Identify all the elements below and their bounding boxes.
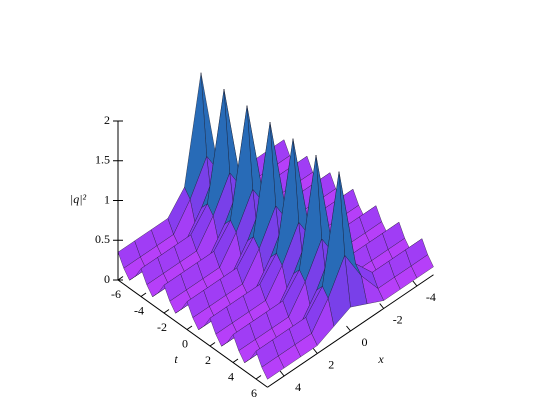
x-tick bbox=[379, 303, 385, 309]
t-axis bbox=[117, 279, 268, 388]
z-axis-label: |q|² bbox=[70, 192, 87, 206]
x-tick bbox=[279, 370, 285, 377]
x-axis-label: x bbox=[377, 352, 384, 366]
t-tick-label: 2 bbox=[205, 353, 211, 367]
t-tick-label: -2 bbox=[157, 320, 167, 334]
x-tick-label: 4 bbox=[295, 380, 301, 394]
x-tick-label: 0 bbox=[362, 335, 368, 349]
t-tick bbox=[209, 342, 216, 347]
x-tick bbox=[346, 325, 351, 332]
x-tick bbox=[412, 280, 418, 287]
t-tick-label: -4 bbox=[134, 303, 144, 317]
t-axis-label: t bbox=[174, 352, 178, 366]
z-tick-label: 0.5 bbox=[95, 232, 110, 246]
z-tick-label: 2 bbox=[104, 113, 110, 127]
x-tick-label: -4 bbox=[426, 290, 436, 304]
x-tick bbox=[312, 348, 318, 354]
x-tick-label: -2 bbox=[393, 312, 403, 326]
t-tick bbox=[117, 276, 124, 281]
t-tick bbox=[255, 375, 262, 380]
t-tick-label: 4 bbox=[228, 369, 234, 383]
t-tick bbox=[186, 325, 193, 330]
x-tick-label: 2 bbox=[328, 357, 334, 371]
t-tick-label: 6 bbox=[251, 386, 257, 400]
t-tick-label: 0 bbox=[182, 336, 188, 350]
z-tick-label: 1 bbox=[104, 192, 110, 206]
surface-patch bbox=[261, 355, 285, 380]
z-tick-label: 0 bbox=[104, 272, 110, 286]
t-tick bbox=[232, 358, 239, 363]
t-tick bbox=[140, 292, 147, 297]
t-tick-label: -6 bbox=[111, 287, 121, 301]
t-tick bbox=[163, 309, 170, 314]
z-tick-label: 1.5 bbox=[95, 153, 110, 167]
